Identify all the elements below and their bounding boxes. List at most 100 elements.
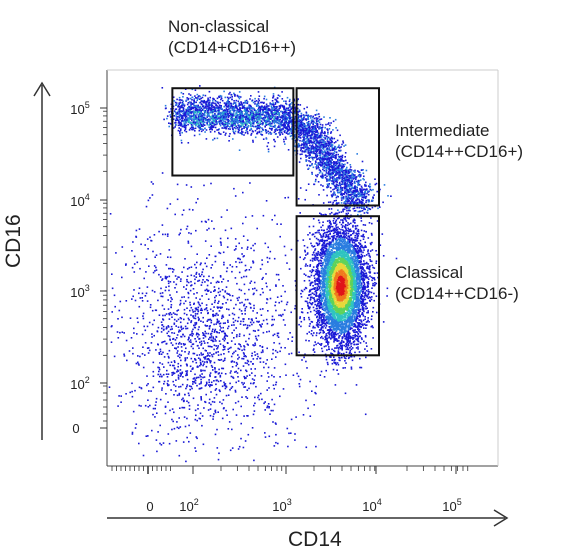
event-dot — [345, 168, 348, 171]
event-dot — [348, 179, 350, 181]
event-dot — [272, 115, 275, 118]
event-dot — [261, 323, 263, 325]
event-dot — [222, 125, 225, 127]
event-dot — [262, 276, 264, 279]
event-dot — [243, 382, 245, 384]
event-dot — [302, 414, 305, 416]
event-dot — [318, 154, 321, 157]
event-dot — [334, 194, 336, 196]
event-dot — [215, 345, 217, 347]
event-dot — [312, 147, 315, 150]
event-dot — [181, 125, 184, 128]
event-dot — [169, 409, 171, 412]
event-dot — [155, 254, 158, 256]
event-dot — [279, 125, 282, 127]
event-dot — [210, 364, 213, 367]
event-dot — [368, 190, 370, 193]
event-dot — [293, 127, 296, 130]
event-dot — [203, 110, 206, 112]
event-dot — [303, 356, 305, 359]
event-dot — [268, 105, 270, 107]
event-dot — [240, 261, 243, 264]
event-dot — [228, 293, 230, 295]
event-dot — [262, 331, 265, 334]
event-dot — [213, 227, 215, 230]
event-dot — [289, 332, 291, 334]
event-dot — [361, 187, 363, 189]
event-dot — [255, 104, 258, 106]
event-dot — [308, 125, 311, 127]
event-dot — [298, 323, 300, 326]
event-dot — [303, 116, 305, 118]
event-dot — [186, 357, 188, 359]
event-dot — [170, 296, 172, 299]
event-dot — [316, 153, 318, 155]
event-dot — [303, 134, 305, 136]
event-dot — [166, 369, 168, 372]
event-dot — [181, 350, 183, 352]
event-dot — [159, 424, 161, 427]
event-dot — [309, 238, 311, 240]
event-dot — [267, 123, 270, 126]
event-dot — [198, 111, 201, 114]
event-dot — [189, 116, 192, 119]
event-dot — [235, 103, 237, 106]
event-dot — [222, 278, 225, 280]
event-dot — [340, 166, 343, 169]
event-dot — [178, 353, 181, 356]
event-dot — [262, 108, 265, 111]
event-dot — [179, 299, 182, 302]
event-dot — [191, 309, 194, 311]
event-dot — [296, 372, 298, 375]
event-dot — [216, 280, 219, 283]
event-dot — [227, 325, 230, 328]
event-dot — [347, 199, 350, 201]
event-dot — [205, 129, 208, 131]
event-dot — [290, 108, 292, 111]
event-dot — [346, 189, 349, 191]
event-dot — [195, 436, 198, 438]
event-dot — [282, 105, 284, 108]
event-dot — [173, 115, 176, 117]
event-dot — [198, 106, 201, 109]
event-dot — [243, 334, 245, 337]
event-dot — [357, 179, 360, 182]
event-dot — [291, 118, 293, 121]
event-dot — [303, 318, 306, 321]
event-dot — [216, 115, 219, 118]
event-dot — [240, 119, 242, 121]
event-dot — [168, 289, 170, 292]
event-dot — [233, 106, 236, 108]
event-dot — [220, 121, 222, 123]
event-dot — [186, 313, 188, 316]
event-dot — [168, 335, 171, 338]
event-dot — [180, 328, 183, 331]
event-dot — [173, 372, 176, 374]
event-dot — [186, 378, 189, 381]
event-dot — [257, 396, 259, 399]
event-dot — [309, 156, 312, 159]
event-dot — [215, 383, 217, 386]
event-dot — [155, 266, 157, 269]
event-dot — [274, 102, 277, 104]
event-dot — [260, 133, 263, 136]
event-dot — [270, 122, 273, 125]
event-dot — [200, 342, 203, 345]
event-dot — [269, 109, 271, 112]
event-dot — [184, 343, 186, 346]
event-dot — [287, 133, 289, 135]
event-dot — [204, 358, 206, 360]
event-dot — [195, 271, 198, 274]
event-dot — [319, 126, 322, 129]
event-dot — [347, 170, 350, 173]
event-dot — [205, 100, 208, 103]
event-dot — [223, 105, 225, 108]
event-dot — [190, 121, 192, 123]
event-dot — [257, 98, 260, 100]
event-dot — [216, 320, 219, 322]
event-dot — [145, 258, 148, 260]
event-dot — [262, 214, 265, 217]
event-dot — [297, 142, 300, 145]
event-dot — [288, 128, 290, 131]
event-dot — [111, 287, 114, 290]
